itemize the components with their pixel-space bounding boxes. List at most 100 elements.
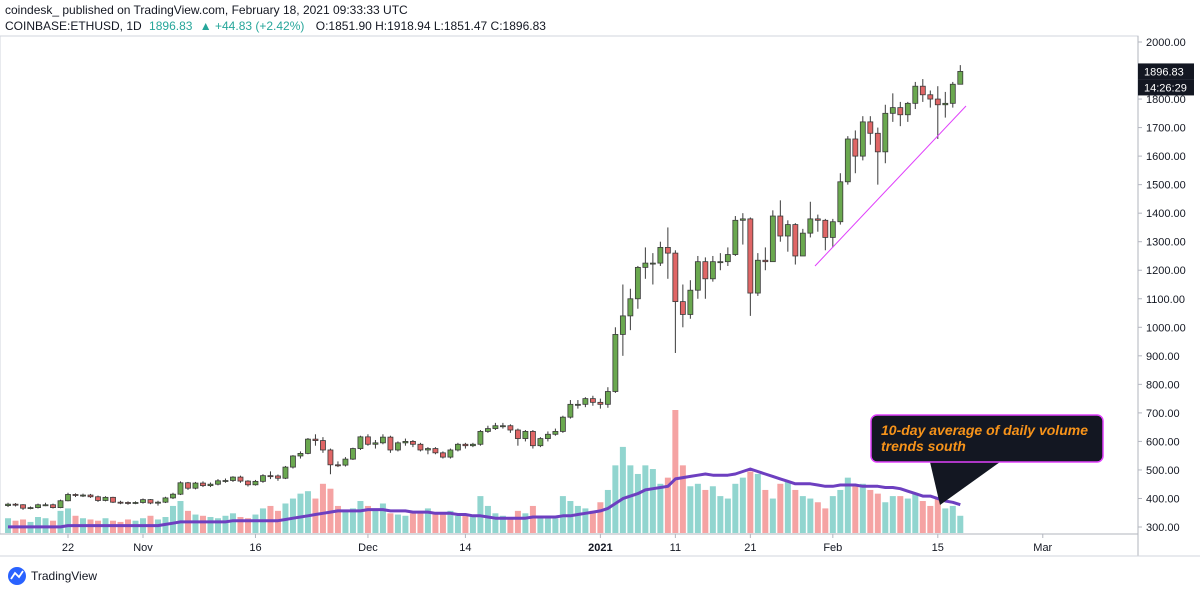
candle-body bbox=[470, 443, 476, 447]
volume-bar bbox=[222, 515, 229, 533]
candle-body bbox=[350, 448, 356, 460]
candle-body bbox=[784, 224, 791, 237]
volume-ma-line bbox=[8, 467, 961, 529]
y-tick-label: 900.00 bbox=[1146, 351, 1180, 363]
volume-bar bbox=[612, 465, 619, 533]
volume-bar bbox=[844, 477, 851, 533]
candle-body bbox=[529, 431, 536, 447]
y-tick-label: 1100.00 bbox=[1146, 294, 1185, 306]
candle-body bbox=[372, 442, 379, 445]
volume-bar bbox=[574, 505, 581, 533]
volume-bar bbox=[934, 498, 941, 533]
candle-body bbox=[477, 431, 484, 445]
candle-body bbox=[230, 476, 236, 481]
candle-body bbox=[245, 480, 251, 486]
candle-body bbox=[447, 449, 454, 458]
candle-body bbox=[87, 494, 94, 498]
volume-bar bbox=[342, 510, 349, 533]
candle-body bbox=[739, 218, 746, 221]
callout-pointer bbox=[930, 462, 1000, 505]
change: ▲ +44.83 (+2.42%) bbox=[199, 19, 305, 33]
y-tick-label: 1200.00 bbox=[1146, 265, 1186, 277]
volume-bar bbox=[364, 505, 371, 533]
candle-body bbox=[237, 476, 244, 482]
trend-line bbox=[814, 105, 967, 267]
volume-bar bbox=[244, 518, 251, 533]
candle-body bbox=[335, 464, 341, 467]
symbol-info: COINBASE:ETHUSD, 1D 1896.83 ▲ +44.83 (+2… bbox=[5, 19, 550, 33]
volume-bar bbox=[889, 496, 896, 533]
volume-bar bbox=[214, 518, 221, 533]
candle-body bbox=[65, 494, 71, 502]
candle-body bbox=[312, 438, 319, 441]
price: 1896.83 bbox=[149, 19, 193, 33]
candle-body bbox=[687, 289, 694, 315]
candle-body bbox=[410, 441, 416, 445]
candle-body bbox=[192, 482, 199, 489]
candle-body bbox=[709, 261, 716, 280]
candle-body bbox=[365, 436, 371, 445]
candle-body bbox=[35, 504, 41, 509]
candle-body bbox=[282, 466, 289, 479]
candle-body bbox=[604, 391, 611, 405]
volume-bar bbox=[942, 508, 949, 533]
candle-body bbox=[544, 433, 551, 439]
candle-body bbox=[27, 507, 34, 510]
volume-bar bbox=[402, 515, 409, 533]
volume-bar bbox=[784, 481, 791, 533]
y-tick-label: 2000.00 bbox=[1146, 37, 1186, 49]
logo-mark bbox=[10, 570, 24, 580]
candle-body bbox=[874, 132, 881, 153]
candle-body bbox=[514, 429, 521, 439]
volume-bar bbox=[357, 501, 364, 533]
logo: TradingView bbox=[8, 567, 97, 585]
candle-body bbox=[927, 94, 934, 100]
volume-bar bbox=[387, 513, 394, 533]
volume-bar bbox=[169, 505, 176, 533]
candle-body bbox=[522, 431, 529, 439]
candle-body bbox=[50, 504, 56, 509]
candle-body bbox=[207, 483, 214, 487]
volume-bar bbox=[117, 521, 124, 533]
candle-body bbox=[724, 254, 731, 263]
volume-bar bbox=[852, 486, 859, 533]
publish-info: coindesk_ published on TradingView.com, … bbox=[5, 3, 408, 17]
y-tick-label: 1500.00 bbox=[1146, 180, 1186, 192]
x-tick-label: Dec bbox=[358, 542, 378, 554]
candle-body bbox=[762, 259, 769, 263]
candle-body bbox=[42, 504, 49, 507]
candle-body bbox=[327, 449, 334, 466]
candle-body bbox=[125, 502, 131, 504]
volume-bar bbox=[499, 515, 506, 533]
volume-bar bbox=[199, 515, 206, 533]
candle-body bbox=[222, 480, 229, 482]
candle-body bbox=[567, 403, 574, 418]
candle-body bbox=[95, 496, 101, 501]
volume-bar bbox=[252, 514, 259, 533]
volume-bar bbox=[739, 477, 746, 533]
x-tick-label: Feb bbox=[823, 542, 842, 554]
candle-body bbox=[844, 138, 851, 183]
volume-bar bbox=[469, 515, 476, 533]
candle-body bbox=[537, 438, 544, 447]
candle-body bbox=[634, 266, 641, 300]
x-tick-label: Nov bbox=[133, 542, 153, 554]
volume-bar bbox=[507, 518, 514, 533]
volume-bar bbox=[702, 489, 709, 533]
volume-bar bbox=[619, 446, 626, 533]
candle-body bbox=[612, 334, 619, 392]
volume-bar bbox=[454, 515, 461, 533]
candle-body bbox=[867, 121, 874, 134]
candle-body bbox=[132, 502, 139, 504]
volume-bar bbox=[589, 510, 596, 533]
volume-bar bbox=[349, 508, 356, 533]
volume-bar bbox=[35, 517, 42, 533]
candle-body bbox=[500, 425, 506, 428]
volume-bar bbox=[447, 510, 454, 533]
x-tick-label: 16 bbox=[249, 542, 261, 554]
candle-body bbox=[275, 475, 281, 479]
volume-bar bbox=[724, 498, 731, 533]
volume-bar bbox=[672, 410, 679, 533]
candle-body bbox=[672, 252, 679, 303]
candle-body bbox=[769, 215, 776, 263]
